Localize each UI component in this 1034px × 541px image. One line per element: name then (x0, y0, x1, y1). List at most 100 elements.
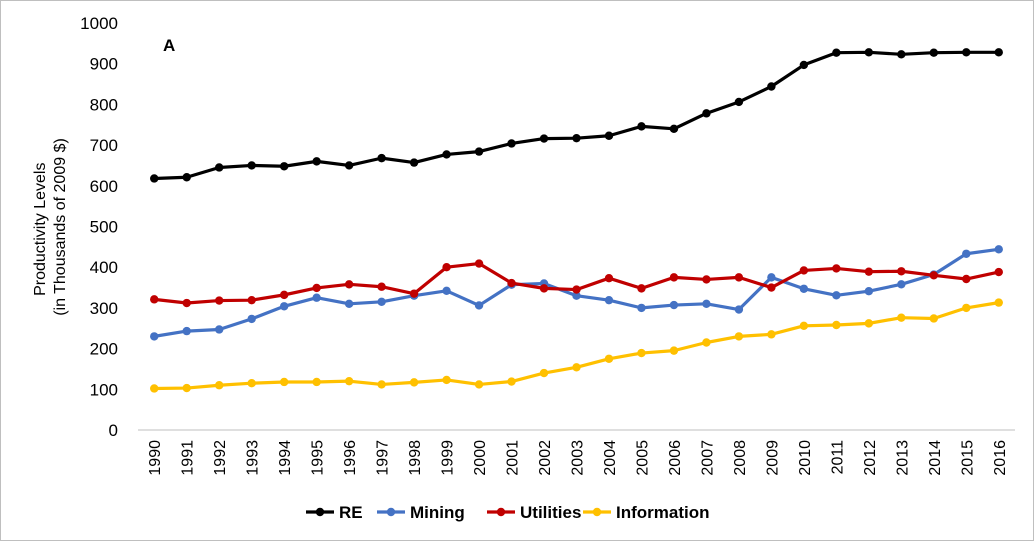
data-point (994, 298, 1003, 307)
data-point (344, 280, 354, 289)
data-point (669, 300, 679, 310)
series-mining (150, 245, 1003, 341)
data-point (669, 346, 679, 355)
y-axis-label: Productivity Levels (in Thousands of 200… (32, 138, 69, 316)
data-point (150, 174, 159, 183)
y-tick-label: 300 (90, 299, 118, 318)
series-re (150, 48, 1003, 183)
legend-label: Utilities (520, 503, 581, 522)
data-point (637, 284, 646, 293)
data-point (702, 299, 711, 309)
data-point (734, 332, 744, 341)
y-tick-label: 700 (90, 136, 118, 155)
data-point (279, 162, 289, 171)
data-point (572, 363, 581, 372)
data-point (767, 82, 776, 91)
data-point (150, 295, 159, 304)
data-point (604, 354, 614, 363)
x-tick-label: 2003 (570, 440, 587, 476)
data-point (215, 381, 224, 390)
y-tick-label: 500 (90, 218, 118, 237)
x-tick-label: 1993 (245, 440, 262, 476)
y-tick-label: 600 (90, 177, 118, 196)
legend-marker (386, 507, 396, 517)
x-tick-label: 2011 (829, 440, 846, 475)
data-point (377, 380, 386, 389)
x-tick-label: 2012 (862, 440, 879, 476)
data-point (572, 291, 581, 300)
legend-marker (496, 507, 506, 517)
x-tick-label: 2013 (894, 440, 911, 476)
data-point (962, 48, 971, 57)
data-point (929, 271, 938, 280)
data-point (572, 133, 581, 143)
data-point (637, 122, 646, 131)
data-point (864, 287, 874, 296)
data-point (150, 384, 159, 393)
series-line (154, 50, 999, 181)
data-point (409, 378, 419, 387)
y-axis-label-line-1: Productivity Levels (32, 163, 49, 296)
y-tick-label: 0 (109, 421, 118, 440)
data-point (897, 280, 906, 289)
legend-item-information: Information (583, 503, 710, 522)
data-point (702, 338, 711, 347)
x-tick-label: 2015 (959, 440, 976, 476)
data-point (312, 377, 321, 387)
x-tick-label: 2016 (992, 440, 1009, 476)
data-point (832, 264, 841, 273)
data-point (864, 319, 874, 328)
data-point (279, 302, 289, 311)
x-tick-label: 2006 (667, 440, 684, 476)
data-point (637, 348, 646, 358)
data-point (799, 321, 809, 331)
y-tick-label: 400 (90, 258, 118, 277)
x-tick-label: 2010 (797, 440, 814, 476)
data-point (182, 298, 191, 308)
data-point (604, 131, 614, 140)
data-point (637, 303, 646, 313)
data-point (799, 284, 809, 293)
data-point (994, 48, 1003, 57)
legend-label: Mining (410, 503, 465, 522)
y-tick-label: 200 (90, 340, 118, 359)
data-point (767, 330, 776, 339)
data-point (182, 173, 191, 182)
data-point (799, 60, 809, 70)
data-point (247, 314, 256, 324)
data-point (312, 293, 321, 302)
data-point (604, 295, 614, 305)
y-tick-label: 1000 (80, 14, 118, 33)
data-point (962, 274, 971, 284)
data-point (442, 263, 451, 272)
data-point (247, 295, 256, 305)
x-tick-label: 2001 (505, 440, 522, 476)
data-point (702, 109, 711, 118)
data-point (799, 266, 809, 275)
data-point (929, 48, 938, 57)
data-point (507, 278, 516, 288)
data-point (994, 245, 1003, 254)
legend-marker (315, 507, 325, 517)
x-tick-label: 1999 (440, 440, 457, 476)
data-point (897, 313, 906, 322)
data-point (279, 290, 289, 300)
data-point (409, 158, 419, 167)
data-point (864, 267, 874, 276)
data-point (572, 285, 581, 294)
data-point (897, 267, 906, 276)
data-point (377, 297, 386, 306)
data-point (442, 286, 451, 296)
x-tick-label: 2002 (537, 440, 554, 476)
x-tick-label: 1991 (180, 440, 197, 476)
data-point (312, 157, 321, 166)
data-point (442, 375, 451, 385)
data-point (442, 150, 451, 159)
series-layer (150, 48, 1003, 393)
y-axis-ticks: 0 100 200 300 400 500 600 700 800 900 1000 (80, 14, 118, 440)
data-point (312, 283, 321, 293)
x-tick-label: 1997 (375, 440, 392, 476)
y-tick-label: 800 (90, 95, 118, 114)
